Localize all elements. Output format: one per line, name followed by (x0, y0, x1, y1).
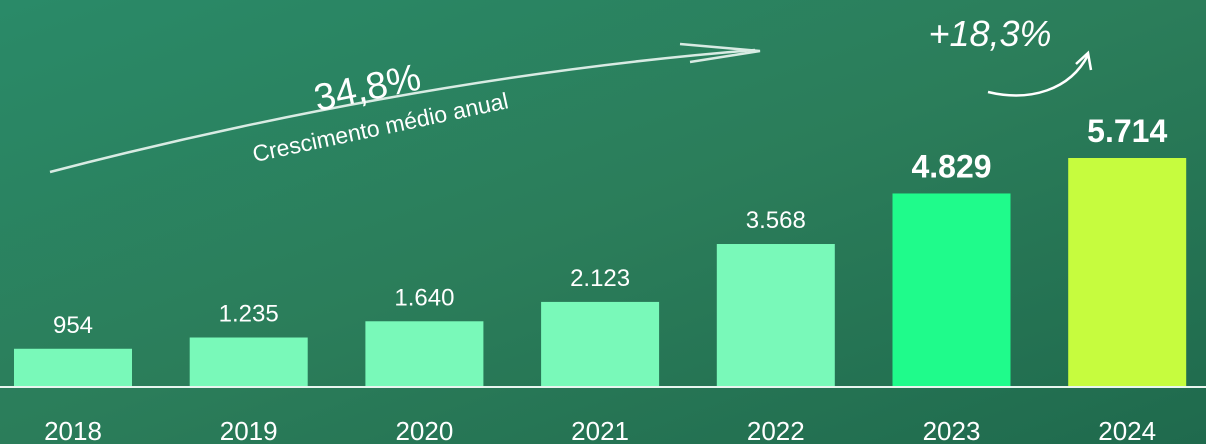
bar (541, 301, 660, 387)
x-tick-label: 2019 (220, 416, 278, 444)
x-tick-label: 2024 (1098, 416, 1156, 444)
bar (892, 193, 1011, 387)
yoy-arrow-head (1075, 50, 1093, 71)
x-tick-label: 2021 (571, 416, 629, 444)
yoy-arrow (987, 54, 1090, 97)
value-label: 5.714 (1087, 113, 1167, 149)
trend-arrow (49, 48, 756, 174)
bar (365, 321, 484, 387)
bar (14, 348, 132, 387)
bar (1068, 158, 1187, 387)
bar (189, 337, 308, 387)
trend-arrow-head (679, 42, 761, 64)
value-label: 4.829 (911, 148, 991, 184)
x-tick-label: 2022 (747, 416, 805, 444)
yoy-growth: +18,3% (928, 13, 1051, 54)
x-tick-label: 2018 (44, 416, 102, 444)
bar (716, 244, 835, 387)
value-label: 1.235 (219, 301, 279, 328)
value-label: 3.568 (746, 207, 806, 234)
value-label: 2.123 (570, 265, 630, 292)
value-label: 954 (53, 312, 93, 339)
value-label: 1.640 (394, 284, 454, 311)
x-tick-label: 2020 (395, 416, 453, 444)
x-tick-label: 2023 (923, 416, 981, 444)
